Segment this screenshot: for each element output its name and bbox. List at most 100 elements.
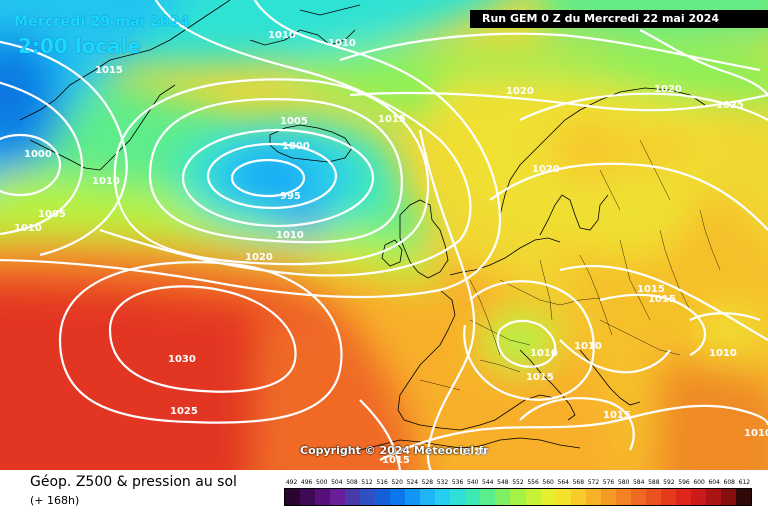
isobar-label: 1010 [530, 348, 558, 359]
legend-label: 580 [617, 479, 630, 486]
legend-labels: 492 496 500 504 508 512 516 520 524 528 532 536 540 5… [284, 478, 752, 488]
legend-label: 520 [391, 479, 403, 486]
legend-label: 572 [587, 479, 600, 486]
legend-label: 496 [300, 479, 313, 486]
isobar-label: 1010 [328, 38, 356, 49]
legend-swatch [645, 489, 661, 505]
isobar-label: 1030 [168, 354, 196, 365]
legend-swatch [705, 489, 721, 505]
legend-swatch [480, 489, 496, 505]
legend-swatches [284, 488, 752, 506]
weather-map: 1010 1010 1015 1000 1010 1005 1010 1005 … [0, 0, 768, 470]
isobar-label: 1015 [95, 65, 123, 76]
legend-swatch [300, 489, 316, 505]
legend-swatch [690, 489, 706, 505]
isobar-label: 1010 [574, 341, 602, 352]
isobar-label: 1015 [637, 284, 665, 295]
legend-label: 524 [406, 479, 419, 486]
isobar-label: 995 [280, 191, 301, 202]
color-legend: 492 496 500 504 508 512 516 520 524 528 532 536 540 5… [284, 478, 752, 510]
legend-swatch [420, 489, 436, 505]
isobar-label: 1015 [648, 294, 676, 305]
isobar-label: 1000 [282, 141, 310, 152]
legend-label: 600 [693, 479, 705, 486]
legend-swatch [405, 489, 421, 505]
copyright-notice: Copyright © 2024 Meteociel.fr [300, 444, 489, 457]
legend-swatch [345, 489, 361, 505]
legend-swatch [555, 489, 571, 505]
isobar-label: 1015 [526, 372, 554, 383]
legend-label: 528 [421, 479, 434, 486]
legend-swatch [585, 489, 601, 505]
isobar-label: 1010 [709, 348, 737, 359]
legend-label: 612 [738, 479, 751, 486]
legend-swatch [390, 489, 406, 505]
legend-swatch [720, 489, 736, 505]
isobar-label: 1010 [14, 223, 42, 234]
isobar-label: 1020 [654, 84, 682, 95]
legend-swatch [540, 489, 556, 505]
isobar-label: 1010 [744, 428, 768, 439]
isobar-label: 1025 [716, 100, 744, 111]
legend-swatch [525, 489, 541, 505]
isobar-label: 1015 [603, 410, 631, 421]
legend-swatch [600, 489, 616, 505]
legend-swatch [735, 489, 751, 505]
isobar-label: 1020 [245, 252, 273, 263]
legend-label: 552 [512, 479, 524, 486]
legend-swatch [285, 489, 301, 505]
legend-swatch [360, 489, 376, 505]
legend-swatch [615, 489, 631, 505]
legend-label: 592 [663, 479, 675, 486]
isobar-label: 1005 [280, 116, 308, 127]
isobar-label: 1020 [532, 164, 560, 175]
legend-label: 508 [346, 479, 358, 486]
legend-label: 608 [723, 479, 735, 486]
legend-label: 588 [648, 479, 660, 486]
legend-label: 564 [557, 479, 569, 486]
isobar-labels: 1010 1010 1015 1000 1010 1005 1010 1005 … [14, 30, 768, 466]
map-title: Géop. Z500 & pression au sol [30, 474, 237, 490]
isobar-label: 1005 [38, 209, 66, 220]
legend-swatch [315, 489, 331, 505]
isobar-label: 1010 [92, 176, 120, 187]
legend-label: 548 [497, 479, 509, 486]
forecast-time: 2:00 locale [18, 34, 142, 58]
legend-swatch [435, 489, 451, 505]
legend-swatch [660, 489, 676, 505]
legend-label: 604 [708, 479, 720, 486]
legend-label: 512 [361, 479, 373, 486]
legend-label: 504 [331, 479, 343, 486]
isobar-label: 1010 [460, 447, 488, 458]
isobar-label: 1025 [170, 406, 198, 417]
legend-label: 584 [632, 479, 645, 486]
isobar-label: 1015 [382, 455, 410, 466]
borders [419, 139, 721, 391]
map-canvas: 1010 1010 1015 1000 1010 1005 1010 1005 … [0, 0, 768, 470]
legend-label: 596 [678, 479, 690, 486]
forecast-lead-time: (+ 168h) [30, 494, 80, 507]
legend-label: 556 [527, 479, 539, 486]
isobar-label: 1010 [268, 30, 296, 41]
legend-label: 532 [436, 479, 449, 486]
legend-label: 544 [482, 479, 494, 486]
legend-swatch [510, 489, 526, 505]
legend-label: 576 [602, 479, 615, 486]
isobar-label: 1010 [276, 230, 304, 241]
legend-label: 492 [285, 479, 298, 486]
legend-swatch [570, 489, 586, 505]
geopotential-field: 1010 1010 1015 1000 1010 1005 1010 1005 … [0, 0, 768, 470]
legend-label: 516 [376, 479, 388, 486]
legend-swatch [465, 489, 481, 505]
legend-label: 536 [451, 479, 464, 486]
legend-swatch [495, 489, 511, 505]
model-run-label: Run GEM 0 Z du Mercredi 22 mai 2024 [470, 10, 768, 28]
legend-label: 560 [542, 479, 554, 486]
forecast-date: Mercredi 29 mai 2024 [14, 14, 190, 30]
isobars [0, 0, 768, 470]
legend-swatch [375, 489, 391, 505]
isobar-label: 1015 [378, 114, 406, 125]
legend-swatch [330, 489, 346, 505]
legend-label: 540 [466, 479, 479, 486]
isobar-label: 1000 [24, 149, 52, 160]
